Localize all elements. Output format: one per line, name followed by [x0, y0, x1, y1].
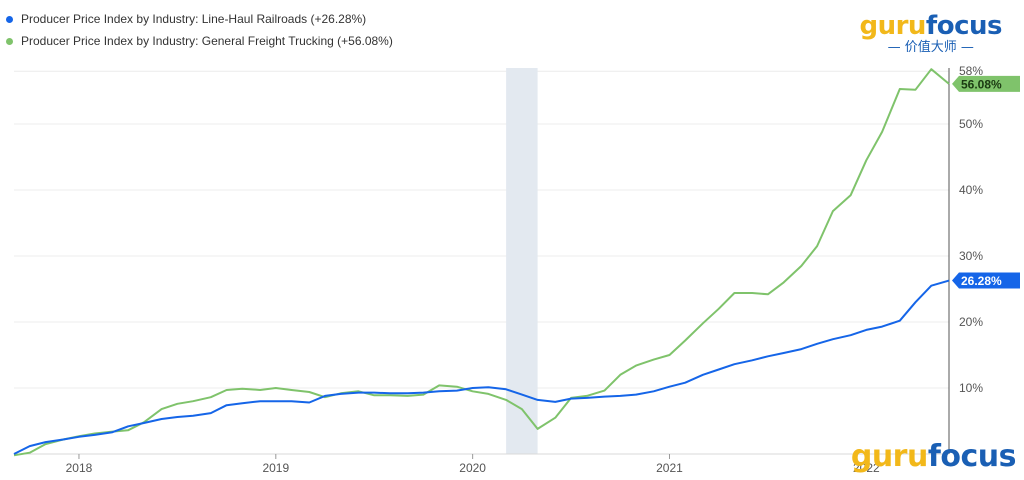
y-tick-label-5: 58%: [959, 64, 983, 78]
y-tick-label-4: 50%: [959, 117, 983, 131]
series-line-railroads: [13, 279, 950, 455]
gurufocus-watermark-logo: gurufocus: [850, 439, 1017, 474]
logo-subtitle: 价值大师: [904, 40, 957, 55]
legend-label-railroads: Producer Price Index by Industry: Line-H…: [21, 12, 367, 26]
watermark-guru-text: guru: [850, 439, 928, 474]
legend-item-trucking[interactable]: Producer Price Index by Industry: Genera…: [6, 30, 393, 52]
x-tick-label-0: 2018: [66, 461, 93, 475]
chart-legend: Producer Price Index by Industry: Line-H…: [6, 8, 393, 52]
y-tick-label-3: 40%: [959, 183, 983, 197]
end-label-railroads: 26.28%: [961, 274, 1002, 288]
legend-item-railroads[interactable]: Producer Price Index by Industry: Line-H…: [6, 8, 393, 30]
y-tick-label-2: 30%: [959, 249, 983, 263]
watermark-focus-text: focus: [927, 439, 1017, 474]
logo-guru-text: guru: [859, 11, 926, 41]
legend-marker-railroads: [6, 15, 13, 23]
x-tick-label-2: 2020: [459, 461, 486, 475]
x-tick-label-3: 2021: [656, 461, 683, 475]
end-label-bg-trucking: [952, 75, 1020, 92]
end-label-trucking: 56.08%: [961, 77, 1002, 91]
x-tick-label-1: 2019: [262, 461, 289, 475]
y-tick-label-1: 20%: [959, 315, 983, 329]
recession-band: [506, 68, 538, 454]
legend-label-trucking: Producer Price Index by Industry: Genera…: [21, 34, 393, 48]
gurufocus-logo-top: gurufocus — 价值大师 —: [859, 11, 1003, 55]
logo-focus-text: focus: [925, 11, 1003, 41]
legend-marker-trucking: [6, 37, 13, 45]
series-line-trucking: [13, 68, 950, 457]
y-tick-label-0: 10%: [959, 381, 983, 395]
x-tick-label-4: 2022: [853, 461, 880, 475]
end-label-bg-railroads: [952, 272, 1020, 289]
